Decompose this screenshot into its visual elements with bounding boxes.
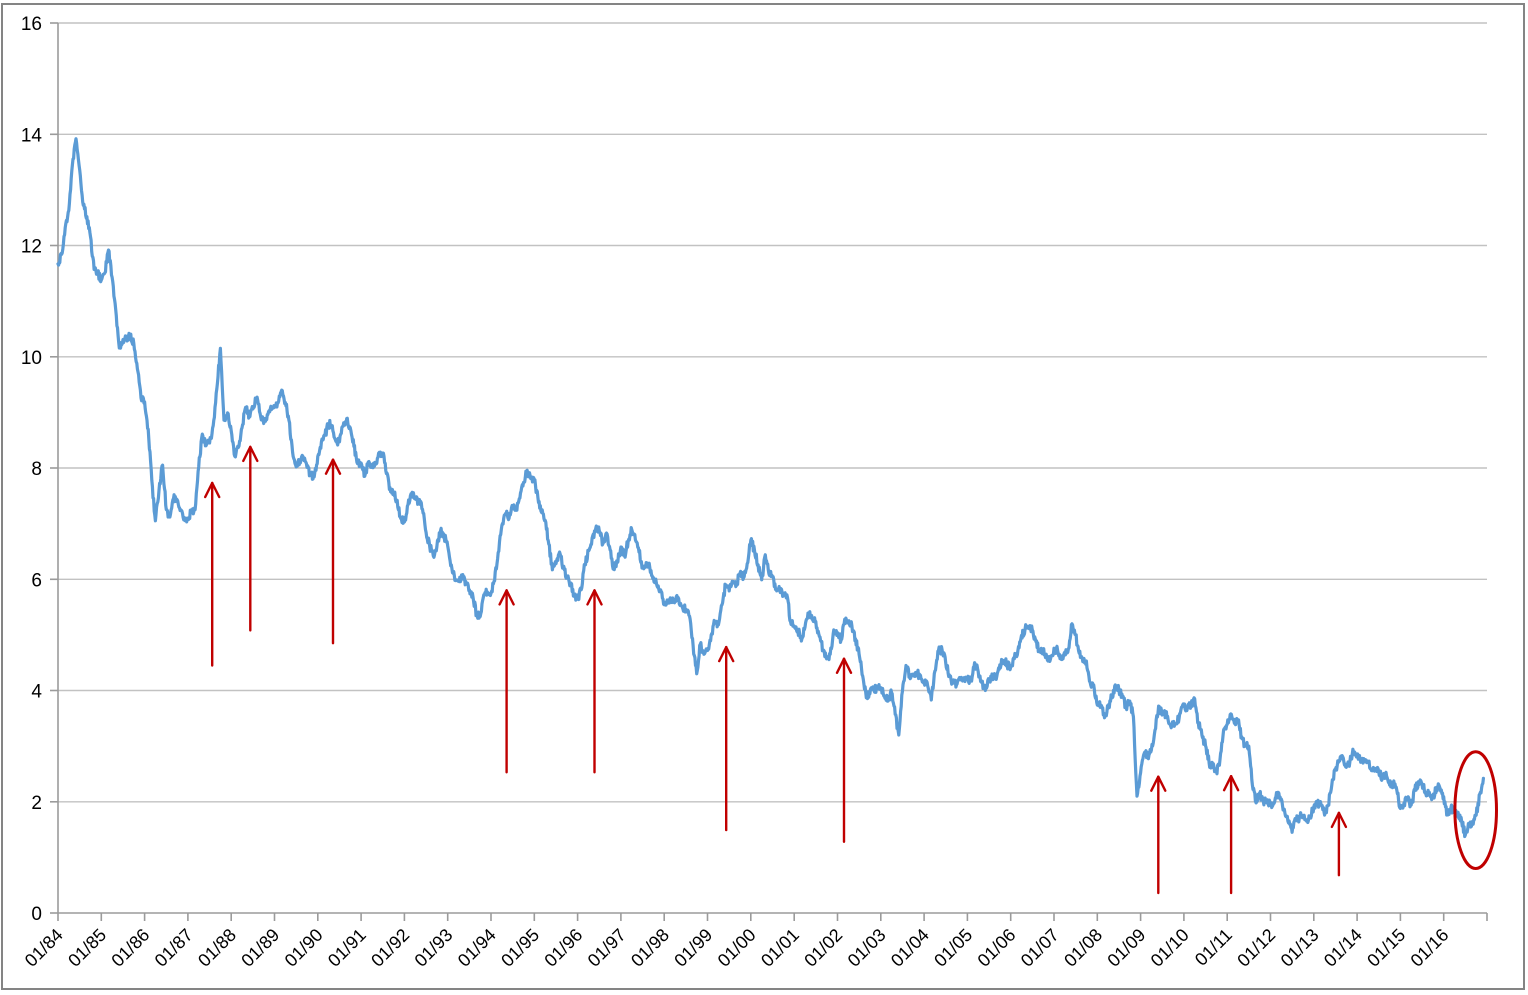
x-axis-label: 01/03: [844, 925, 890, 971]
annotation-arrow-4: [498, 589, 515, 774]
x-axis-label: 01/16: [1407, 925, 1453, 971]
arrow-head-right: [331, 458, 342, 475]
y-axis-label: 16: [21, 14, 42, 35]
y-axis-label: 14: [21, 125, 43, 146]
x-axis-label: 01/04: [887, 925, 933, 971]
x-axis-label: 01/91: [324, 925, 370, 971]
x-axis-label: 01/06: [974, 925, 1020, 971]
arrow-head-right: [1157, 775, 1167, 792]
arrow-head-right: [593, 589, 603, 606]
annotation-ellipse: [1453, 750, 1498, 870]
x-axis-label: 01/09: [1103, 925, 1149, 971]
y-axis-label: 10: [21, 348, 42, 369]
x-axis-label: 01/00: [714, 925, 760, 971]
arrow-head-right: [842, 657, 853, 674]
chart-frame-border: [1, 3, 1525, 990]
x-axis-label: 01/98: [627, 925, 673, 971]
arrow-head-right: [505, 589, 515, 606]
x-axis-label: 01/05: [930, 925, 976, 971]
arrow-head-left: [1222, 775, 1233, 792]
y-axis-label: 4: [31, 682, 42, 703]
x-axis-label: 01/84: [21, 925, 67, 971]
y-axis-label: 8: [31, 459, 42, 480]
x-axis-label: 01/96: [540, 925, 586, 971]
series-line: [56, 137, 1485, 839]
annotation-arrow-7: [835, 657, 853, 843]
annotation-arrow-3: [324, 458, 342, 645]
arrow-head-left: [718, 645, 728, 663]
y-axis-label: 6: [31, 570, 42, 591]
annotation-arrow-1: [203, 481, 221, 667]
arrow-head-left: [203, 481, 214, 499]
arrow-head-left: [324, 458, 335, 475]
x-axis-label: 01/87: [151, 925, 197, 971]
x-axis-label: 01/08: [1060, 925, 1106, 971]
arrow-head-left: [242, 445, 252, 463]
arrow-head-left: [1330, 811, 1341, 829]
annotation-arrow-9: [1222, 775, 1240, 895]
x-axis-label: 01/07: [1017, 925, 1063, 971]
x-axis-label: 01/11: [1191, 925, 1236, 970]
annotation-arrow-5: [586, 589, 603, 774]
arrow-head-left: [835, 657, 846, 674]
x-axis-label: 01/01: [757, 925, 803, 971]
arrow-head-left: [498, 589, 508, 606]
arrow-head-right: [210, 481, 221, 499]
x-axis-label: 01/15: [1363, 925, 1409, 971]
x-axis-label: 01/13: [1277, 925, 1323, 971]
annotation-arrow-6: [718, 645, 735, 832]
x-axis-label: 01/10: [1147, 925, 1193, 971]
x-axis-label: 01/02: [800, 925, 846, 971]
annotation-arrow-10: [1330, 811, 1348, 877]
x-axis-label: 01/97: [584, 925, 630, 971]
annotation-arrow-2: [242, 445, 259, 632]
annotation-arrow-8: [1150, 775, 1167, 895]
arrow-head-right: [725, 645, 735, 663]
x-axis-label: 01/86: [107, 925, 153, 971]
arrow-head-right: [249, 445, 259, 463]
x-axis-label: 01/94: [454, 925, 500, 971]
y-axis-label: 2: [31, 793, 42, 814]
y-axis-label: 0: [31, 904, 42, 925]
x-axis-label: 01/89: [237, 925, 283, 971]
arrow-head-right: [1229, 775, 1240, 792]
arrow-head-left: [1150, 775, 1160, 792]
y-axis-label: 12: [21, 237, 42, 258]
arrow-head-right: [1337, 811, 1348, 829]
x-axis-label: 01/14: [1320, 925, 1366, 971]
x-axis-label: 01/88: [194, 925, 240, 971]
x-axis-label: 01/99: [670, 925, 716, 971]
x-axis-label: 01/92: [367, 925, 413, 971]
x-axis-label: 01/95: [497, 925, 543, 971]
arrow-head-left: [586, 589, 596, 606]
x-axis-label: 01/12: [1233, 925, 1279, 971]
x-axis-label: 01/85: [64, 925, 110, 971]
x-axis-label: 01/90: [281, 925, 327, 971]
x-axis-label: 01/93: [411, 925, 457, 971]
